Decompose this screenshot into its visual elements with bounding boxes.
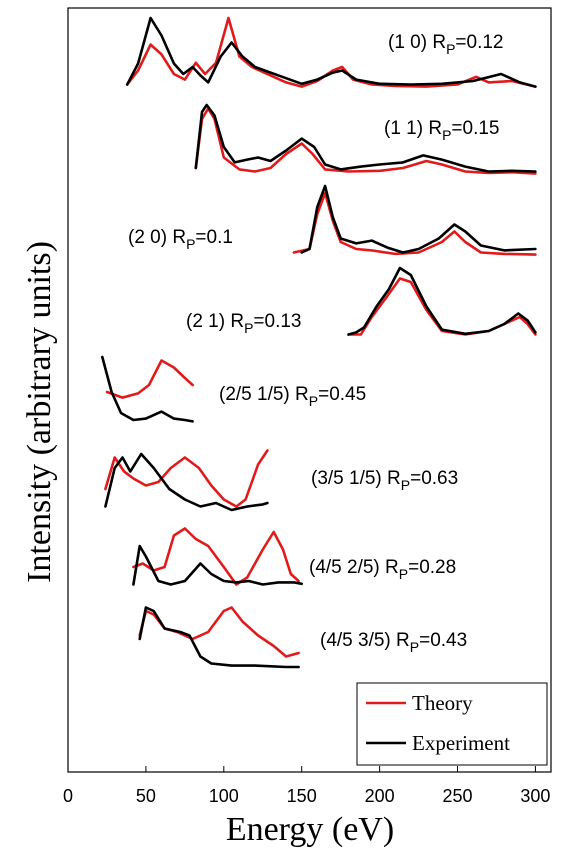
rp-subscript: P: [186, 236, 195, 252]
rp-subscript: P: [442, 127, 451, 143]
experiment-curve-8: [138, 606, 300, 669]
rp-subscript: P: [399, 566, 408, 582]
panel-label-7: (4/5 2/5) RP=0.28: [309, 557, 456, 582]
x-tick-label: 200: [365, 786, 395, 806]
panel-beam-label: (3/5 1/5) R: [311, 468, 401, 489]
rp-value: =0.63: [410, 468, 458, 489]
experiment-curve-2: [194, 103, 537, 173]
plot-frame: [67, 7, 552, 773]
x-tick-label: 0: [63, 786, 73, 806]
rp-value: =0.43: [419, 630, 467, 651]
panel-beam-label: (4/5 2/5) R: [309, 557, 399, 578]
x-tick-label: 150: [287, 786, 317, 806]
x-tick-label: 50: [136, 786, 156, 806]
panel-beam-label: (1 1) R: [384, 118, 442, 139]
panel-beam-label: (2/5 1/5) R: [219, 384, 309, 405]
panel-label-2: (1 1) RP=0.15: [384, 118, 500, 143]
experiment-curve-7: [132, 544, 303, 586]
theory-curve-3: [292, 191, 537, 256]
x-tick-label: 300: [520, 786, 550, 806]
panel-label-4: (2 1) RP=0.13: [186, 311, 302, 336]
panel-label-1: (1 0) RP=0.12: [388, 32, 504, 57]
panel-beam-label: (4/5 3/5) R: [320, 630, 410, 651]
panel-beam-label: (1 0) R: [388, 32, 446, 53]
theory-curve-2: [194, 107, 537, 175]
experiment-curve-3: [300, 184, 537, 254]
rp-subscript: P: [244, 320, 253, 336]
legend-box: [356, 682, 548, 766]
y-axis-label: Intensity (arbitrary units): [21, 241, 58, 583]
experiment-curve-5: [101, 355, 194, 423]
rp-subscript: P: [401, 477, 410, 493]
panel-beam-label: (2 1) R: [186, 311, 244, 332]
x-axis-label: Energy (eV): [226, 811, 394, 848]
rp-value: =0.15: [451, 118, 499, 139]
theory-curve-8: [138, 606, 300, 658]
theory-curve-4: [347, 277, 537, 336]
theory-curve-7: [132, 527, 300, 586]
panel-label-3: (2 0) RP=0.1: [128, 227, 233, 252]
theory-curve-6: [104, 449, 269, 508]
rp-subscript: P: [410, 639, 419, 655]
experiment-curve-1: [125, 16, 537, 88]
panel-labels: (1 0) RP=0.12(1 1) RP=0.15(2 0) RP=0.1(2…: [128, 32, 504, 655]
panel-label-6: (3/5 1/5) RP=0.63: [311, 468, 458, 493]
x-tick-label: 100: [209, 786, 239, 806]
theory-curve-5: [105, 359, 194, 399]
rp-value: =0.13: [253, 311, 301, 332]
x-axis-ticks: 0 50 100 150 200 250 300: [63, 766, 550, 806]
rp-value: =0.28: [408, 557, 456, 578]
rp-subscript: P: [309, 393, 318, 409]
experiment-curve-6: [104, 452, 269, 512]
legend: Theory Experiment: [356, 682, 548, 766]
panel-beam-label: (2 0) R: [128, 227, 186, 248]
panel-label-5: (2/5 1/5) RP=0.45: [219, 384, 366, 409]
x-tick-label: 250: [442, 786, 472, 806]
rp-value: =0.12: [455, 32, 503, 53]
legend-theory-label: Theory: [412, 691, 473, 715]
rp-value: =0.45: [318, 384, 366, 405]
rp-value: =0.1: [195, 227, 233, 248]
experiment-curve-4: [347, 266, 537, 336]
curves: [101, 16, 537, 669]
theory-curve-1: [125, 16, 537, 88]
rp-subscript: P: [446, 41, 455, 57]
panel-label-8: (4/5 3/5) RP=0.43: [320, 630, 467, 655]
legend-experiment-label: Experiment: [412, 731, 510, 755]
